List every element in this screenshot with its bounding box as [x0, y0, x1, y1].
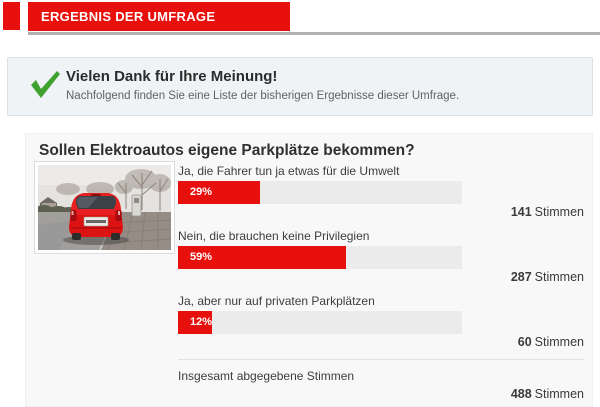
option-bar-track: 59%	[178, 246, 462, 269]
option-percent-label: 12%	[190, 316, 213, 328]
total-label: Insgesamt abgegebene Stimmen	[178, 369, 355, 383]
thank-you-panel: Vielen Dank für Ihre Meinung! Nachfolgen…	[7, 57, 593, 116]
option-votes: 287 Stimmen	[178, 269, 584, 286]
option-label: Ja, aber nur auf privaten Parkplätzen	[178, 294, 375, 308]
option-bar-fill: 29%	[178, 181, 261, 204]
votes-count: 488	[510, 387, 532, 401]
thank-you-title: Vielen Dank für Ihre Meinung!	[66, 68, 278, 85]
poll-option-row: Ja, die Fahrer tun ja etwas für die Umwe…	[178, 164, 584, 221]
votes-suffix: Stimmen	[534, 205, 584, 219]
option-percent-label: 29%	[190, 186, 213, 198]
votes-count: 287	[510, 270, 532, 284]
poll-image	[34, 161, 175, 254]
poll-results-panel: Sollen Elektroautos eigene Parkplätze be…	[25, 133, 593, 407]
red-car-photo	[38, 165, 171, 250]
poll-results-list: Ja, die Fahrer tun ja etwas für die Umwe…	[178, 164, 584, 403]
results-divider	[178, 359, 584, 360]
votes-suffix: Stimmen	[534, 270, 584, 284]
votes-suffix: Stimmen	[534, 335, 584, 349]
votes-count: 60	[517, 335, 532, 349]
option-percent-label: 59%	[190, 251, 213, 263]
page-title: ERGEBNIS DER UMFRAGE	[28, 2, 290, 31]
option-label: Nein, die brauchen keine Privilegien	[178, 229, 370, 243]
thank-you-subtitle: Nachfolgend finden Sie eine Liste der bi…	[66, 90, 460, 102]
poll-option-row: Nein, die brauchen keine Privilegien 59%…	[178, 229, 584, 286]
total-votes: 488 Stimmen	[178, 386, 584, 403]
votes-count: 141	[510, 205, 532, 219]
option-votes: 141 Stimmen	[178, 204, 584, 221]
total-row: Insgesamt abgegebene Stimmen 488 Stimmen	[178, 369, 584, 403]
option-votes: 60 Stimmen	[178, 334, 584, 351]
header-accent-square	[3, 2, 20, 30]
checkmark-icon	[27, 67, 63, 103]
option-bar-track: 12%	[178, 311, 462, 334]
votes-suffix: Stimmen	[534, 387, 584, 401]
poll-question: Sollen Elektroautos eigene Parkplätze be…	[39, 142, 415, 159]
option-bar-fill: 12%	[178, 311, 213, 334]
header-divider-line	[28, 32, 600, 35]
option-bar-fill: 59%	[178, 246, 346, 269]
option-bar-track: 29%	[178, 181, 462, 204]
poll-option-row: Ja, aber nur auf privaten Parkplätzen 12…	[178, 294, 584, 351]
option-label: Ja, die Fahrer tun ja etwas für die Umwe…	[178, 164, 400, 178]
